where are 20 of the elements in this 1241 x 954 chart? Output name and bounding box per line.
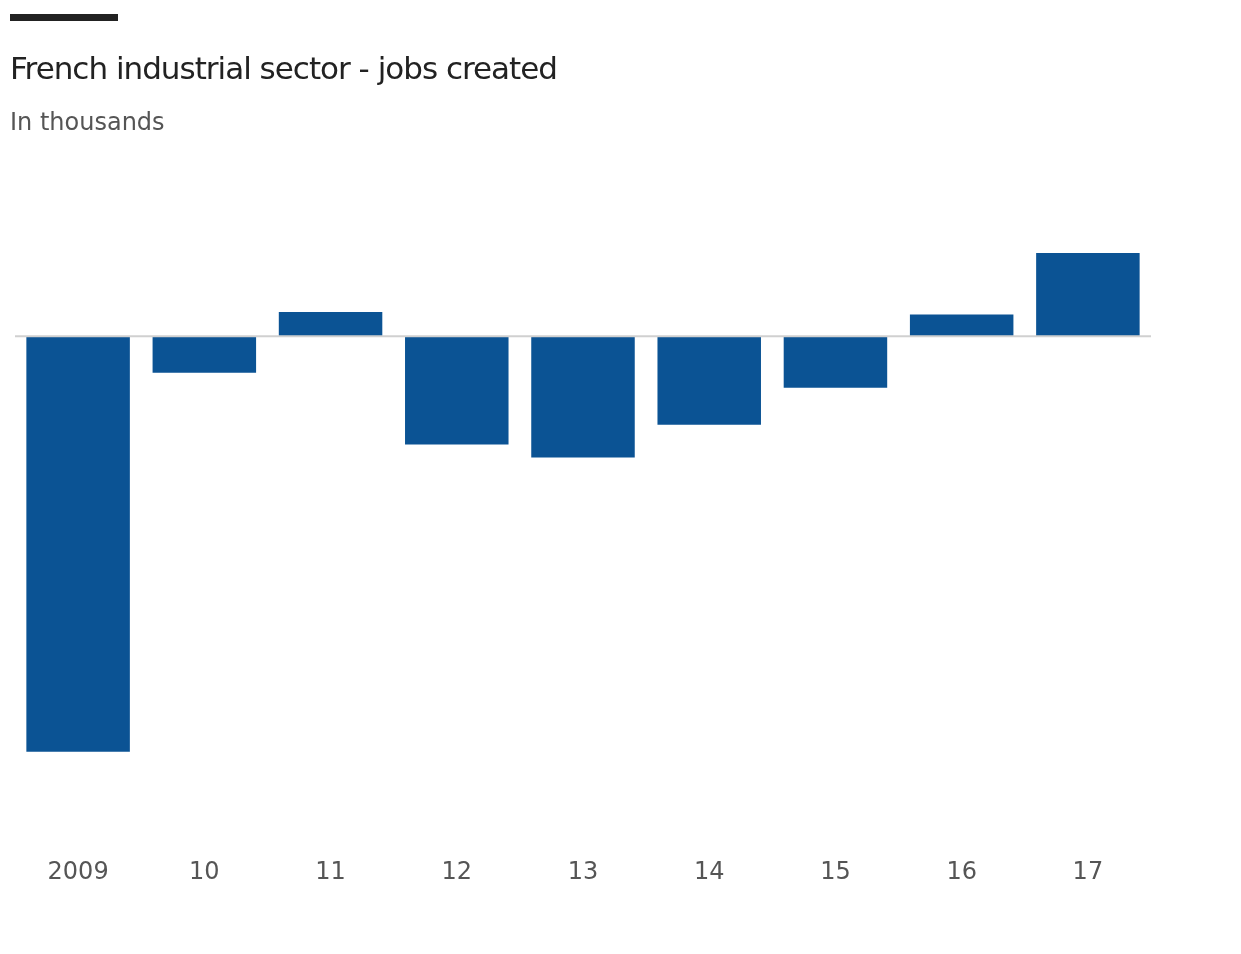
chart-subtitle: In thousands bbox=[10, 108, 165, 136]
x-tick-label: 14 bbox=[693, 856, 725, 885]
x-tick-label: 16 bbox=[946, 856, 977, 885]
bar bbox=[657, 336, 761, 425]
bar bbox=[26, 336, 130, 752]
x-tick-label: 15 bbox=[820, 856, 851, 885]
x-tick-label: 13 bbox=[567, 856, 599, 885]
bar bbox=[1036, 253, 1140, 337]
x-tick-label: 11 bbox=[315, 856, 346, 885]
x-tick-label: 2009 bbox=[47, 856, 109, 885]
bar bbox=[909, 314, 1014, 337]
x-tick-label: 12 bbox=[441, 856, 473, 885]
bar bbox=[278, 312, 383, 337]
chart-title: French industrial sector - jobs created bbox=[10, 50, 557, 86]
x-tick-label: 17 bbox=[1072, 856, 1104, 885]
bar bbox=[152, 336, 257, 373]
bar bbox=[405, 336, 509, 445]
bar bbox=[531, 336, 635, 458]
bar bbox=[783, 336, 888, 388]
x-tick-label: 10 bbox=[189, 856, 220, 885]
